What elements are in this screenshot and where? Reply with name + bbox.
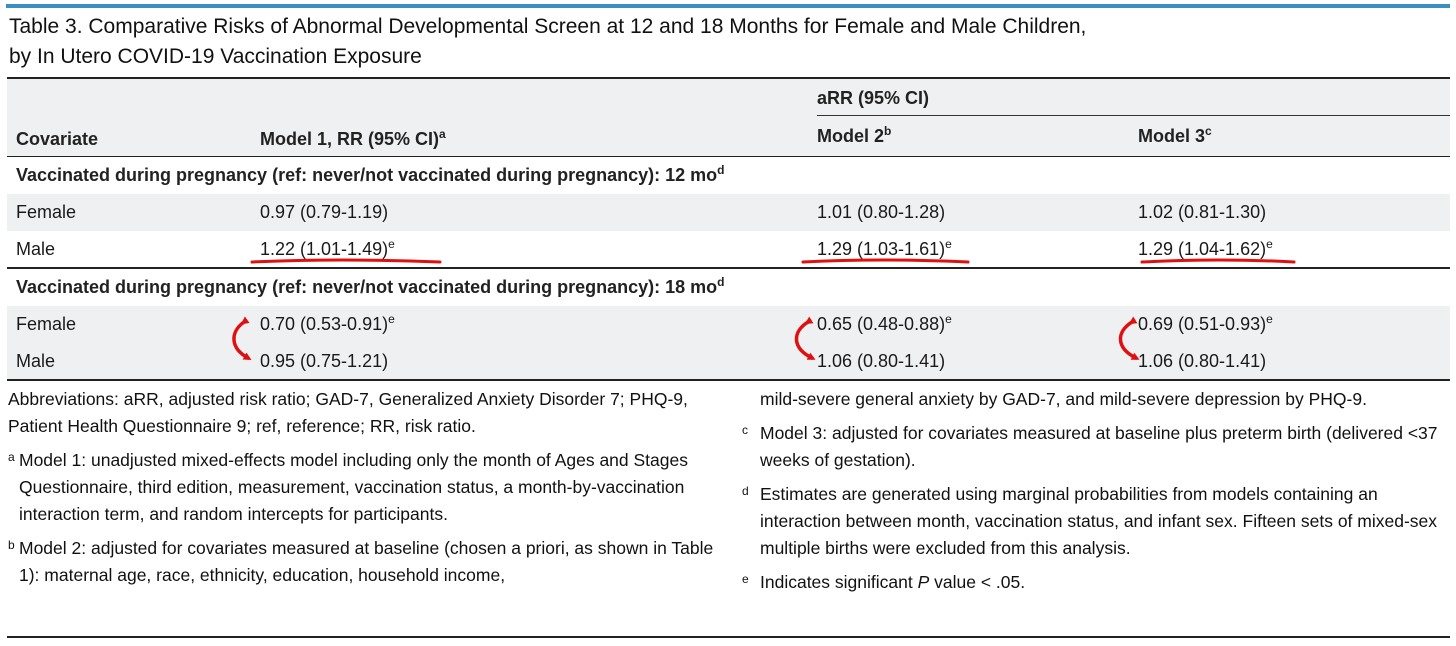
- top-accent-bar: [6, 4, 1450, 8]
- model2-cell: 1.01 (0.80-1.28): [817, 202, 946, 222]
- footnote-a-text: Model 1: unadjusted mixed-effects model …: [19, 450, 688, 524]
- arr-group-label: aRR (95% CI): [817, 88, 1450, 116]
- table-row: Female 0.70 (0.53-0.91)e 0.65 (0.48-0.88…: [7, 306, 1450, 343]
- section-row-18mo: Vaccinated during pregnancy (ref: never/…: [7, 268, 1450, 306]
- model3-cell: 0.69 (0.51-0.93)e: [1138, 312, 1273, 334]
- header-row-columns: Covariate Model 1, RR (95% CI)a Model 2b…: [7, 122, 1450, 156]
- footnote-b-mark: b: [8, 538, 15, 552]
- footnote-b-text: Model 2: adjusted for covariates measure…: [19, 538, 714, 585]
- model3-header: Model 3c: [1138, 122, 1450, 156]
- model3-cell: 1.02 (0.81-1.30): [1138, 202, 1267, 222]
- arr-group-header: aRR (95% CI): [817, 78, 1450, 122]
- footnote-b-continued: mild-severe general anxiety by GAD-7, an…: [760, 389, 1367, 409]
- footnotes-right-column: mild-severe general anxiety by GAD-7, an…: [742, 386, 1447, 603]
- section-row-12mo: Vaccinated during pregnancy (ref: never/…: [7, 156, 1450, 194]
- model2-header-sup: b: [884, 124, 892, 138]
- model1-header: Model 1, RR (95% CI)a: [260, 122, 817, 156]
- model2-cell: 1.29 (1.03-1.61)e: [817, 236, 952, 259]
- footnote-a: a Model 1: unadjusted mixed-effects mode…: [8, 447, 728, 528]
- section-sup: d: [717, 162, 725, 177]
- model1-cell: 0.97 (0.79-1.19): [260, 202, 389, 222]
- covariate-cell: Male: [16, 350, 56, 371]
- footnotes-left-column: Abbreviations: aRR, adjusted risk ratio;…: [8, 386, 728, 596]
- model1-header-sup: a: [439, 126, 446, 141]
- footnote-d: d Estimates are generated using marginal…: [742, 481, 1447, 562]
- model2-cell: 1.06 (0.80-1.41): [817, 350, 946, 371]
- footnote-e-pre: Indicates significant: [760, 572, 918, 592]
- footnote-abbreviations: Abbreviations: aRR, adjusted risk ratio;…: [8, 389, 688, 436]
- table-row: Male 1.22 (1.01-1.49)e 1.29 (1.03-1.61)e…: [7, 231, 1450, 268]
- model2-cell: 0.65 (0.48-0.88)e: [817, 312, 952, 334]
- table-row: Male 0.95 (0.75-1.21) 1.06 (0.80-1.41) 1…: [7, 343, 1450, 380]
- header-row-group: aRR (95% CI): [7, 78, 1450, 122]
- table-title-line-2: by In Utero COVID-19 Vaccination Exposur…: [9, 45, 422, 68]
- covariate-cell: Female: [16, 314, 77, 334]
- model1-cell: 1.22 (1.01-1.49)e: [260, 236, 395, 259]
- covariate-header-label: Covariate: [16, 128, 99, 149]
- table-title: Table 3. Comparative Risks of Abnormal D…: [9, 12, 1209, 72]
- footnote-b: b Model 2: adjusted for covariates measu…: [8, 535, 728, 589]
- model1-header-label: Model 1, RR (95% CI): [260, 128, 440, 149]
- model2-header: Model 2b: [817, 122, 1138, 156]
- table-row: Female 0.97 (0.79-1.19) 1.01 (0.80-1.28)…: [7, 194, 1450, 231]
- footnote-c-text: Model 3: adjusted for covariates measure…: [760, 423, 1438, 470]
- model1-cell: 0.70 (0.53-0.91)e: [260, 312, 395, 334]
- section-label: Vaccinated during pregnancy (ref: never/…: [16, 164, 718, 185]
- model2-header-label: Model 2: [817, 126, 885, 146]
- footnote-c-mark: c: [742, 423, 748, 437]
- section-sup: d: [717, 275, 725, 289]
- footnote-e-mark: e: [742, 572, 749, 586]
- footnote-e: e Indicates significant P value < .05.: [742, 569, 1447, 596]
- footnote-c: c Model 3: adjusted for covariates measu…: [742, 420, 1447, 474]
- covariate-header: Covariate: [7, 122, 260, 156]
- table-title-line-1: Table 3. Comparative Risks of Abnormal D…: [9, 15, 1087, 38]
- section-label: Vaccinated during pregnancy (ref: never/…: [16, 277, 718, 297]
- bottom-rule: [7, 636, 1450, 638]
- model1-cell: 0.95 (0.75-1.21): [260, 350, 389, 371]
- model3-header-label: Model 3: [1138, 126, 1206, 146]
- footnote-d-text: Estimates are generated using marginal p…: [760, 484, 1438, 558]
- footnote-a-mark: a: [8, 450, 15, 464]
- results-table: aRR (95% CI) Covariate Model 1, RR (95% …: [7, 77, 1450, 381]
- model3-cell: 1.29 (1.04-1.62)e: [1138, 236, 1273, 259]
- covariate-cell: Female: [16, 202, 77, 222]
- footnote-d-mark: d: [742, 484, 749, 498]
- covariate-cell: Male: [16, 238, 56, 259]
- footnote-e-italic: P: [917, 572, 930, 592]
- model3-header-sup: c: [1205, 124, 1212, 138]
- model3-cell: 1.06 (0.80-1.41): [1138, 350, 1267, 371]
- footnote-e-post: value < .05.: [929, 572, 1026, 592]
